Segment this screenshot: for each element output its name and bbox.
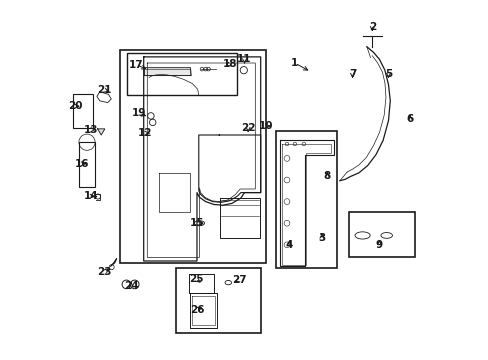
Text: 4: 4 xyxy=(285,240,293,250)
Text: 11: 11 xyxy=(237,54,251,64)
Text: 7: 7 xyxy=(348,69,355,79)
Text: 18: 18 xyxy=(223,59,237,69)
Text: 21: 21 xyxy=(97,85,111,95)
Text: 6: 6 xyxy=(406,114,413,124)
Bar xyxy=(276,131,337,268)
Polygon shape xyxy=(98,129,104,135)
Bar xyxy=(348,212,415,257)
Bar xyxy=(127,53,236,95)
Polygon shape xyxy=(144,68,191,76)
Text: 8: 8 xyxy=(323,171,330,181)
Text: 15: 15 xyxy=(189,218,204,228)
Bar xyxy=(176,268,260,333)
Text: 1: 1 xyxy=(291,58,298,68)
Text: 14: 14 xyxy=(83,191,98,201)
Text: 5: 5 xyxy=(384,69,391,79)
Text: 22: 22 xyxy=(241,123,255,133)
Text: 26: 26 xyxy=(189,305,204,315)
Text: 20: 20 xyxy=(68,101,82,111)
Text: 13: 13 xyxy=(83,125,98,135)
Text: 17: 17 xyxy=(129,60,143,70)
Text: 27: 27 xyxy=(231,275,246,285)
Text: 19: 19 xyxy=(132,108,146,118)
Text: 24: 24 xyxy=(123,281,138,291)
Bar xyxy=(120,50,265,263)
Text: 2: 2 xyxy=(368,22,375,32)
Text: 25: 25 xyxy=(188,274,203,284)
Text: 12: 12 xyxy=(138,128,152,138)
Text: 3: 3 xyxy=(318,233,325,243)
Text: 16: 16 xyxy=(74,159,89,169)
Text: 9: 9 xyxy=(375,240,382,250)
Text: 23: 23 xyxy=(98,267,112,277)
Bar xyxy=(73,94,93,128)
Text: 10: 10 xyxy=(258,121,273,131)
Bar xyxy=(79,142,95,187)
